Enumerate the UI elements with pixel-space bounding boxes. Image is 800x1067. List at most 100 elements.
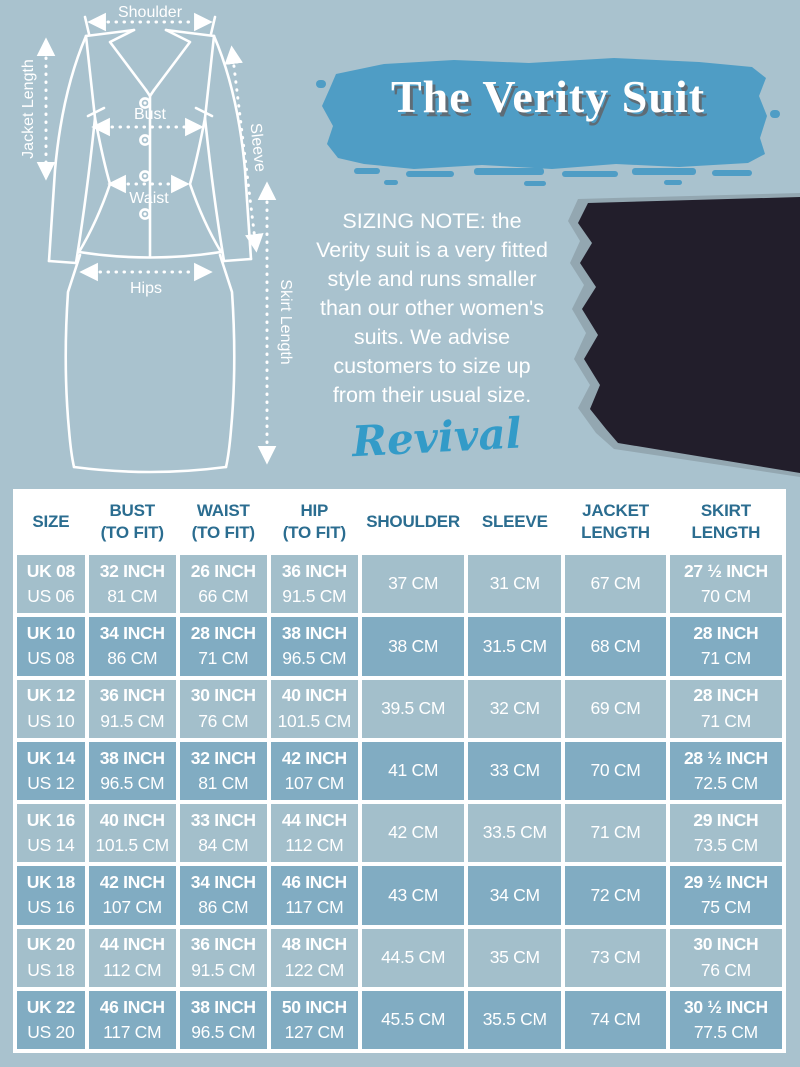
cell-skirt: 28 INCH 71 CM xyxy=(669,617,782,676)
cell-value: 43 CM xyxy=(388,884,439,905)
cell-hip: 40 INCH 101.5 CM xyxy=(270,679,358,738)
cell-value: 75 CM xyxy=(700,897,751,918)
cell-waist: 34 INCH 86 CM xyxy=(179,866,267,925)
cell-size: UK 14 US 12 xyxy=(17,741,85,800)
cell-shoulder: 38 CM xyxy=(361,617,465,676)
column-header-skirt: SKIRT LENGTH xyxy=(669,493,782,551)
cell-value: 28 ½ INCH xyxy=(683,747,768,768)
column-header-hip: HIP (TO FIT) xyxy=(270,493,358,551)
cell-value: 45.5 CM xyxy=(381,1009,446,1030)
cell-shoulder: 41 CM xyxy=(361,741,465,800)
label-skirt-length: Skirt Length xyxy=(277,279,294,364)
cell-bust: 38 INCH 96.5 CM xyxy=(88,741,176,800)
cell-value: 107 CM xyxy=(102,897,162,918)
column-header-label: SHOULDER xyxy=(366,511,460,531)
measurement-arrows xyxy=(36,12,277,465)
column-header-label: HIP xyxy=(300,500,329,520)
column-header-jacket: JACKET LENGTH xyxy=(565,493,666,551)
cell-value: 28 INCH xyxy=(693,685,759,706)
sizing-note-line: from their usual size. xyxy=(332,383,532,407)
cell-value: 46 INCH xyxy=(99,996,165,1017)
label-sleeve: Sleeve xyxy=(246,122,268,173)
cell-jacket: 74 CM xyxy=(565,990,666,1049)
cell-value: UK 22 xyxy=(26,996,75,1017)
column-header-label: SKIRT xyxy=(700,500,751,520)
cell-value: 96.5 CM xyxy=(282,648,347,669)
cell-value: 81 CM xyxy=(107,586,158,607)
column-header-label: (TO FIT) xyxy=(100,523,164,542)
column-header-label: (TO FIT) xyxy=(191,523,255,542)
brush-stroke xyxy=(316,58,780,186)
cell-value: 86 CM xyxy=(107,648,158,669)
cell-skirt: 28 ½ INCH 72.5 CM xyxy=(669,741,782,800)
cell-value: 40 INCH xyxy=(281,685,347,706)
cell-value: 36 INCH xyxy=(190,934,256,955)
cell-hip: 38 INCH 96.5 CM xyxy=(270,617,358,676)
cell-shoulder: 44.5 CM xyxy=(361,928,465,987)
cell-value: 44 INCH xyxy=(281,809,347,830)
title-banner: The Verity Suit xyxy=(314,50,782,192)
cell-value: 33.5 CM xyxy=(482,822,547,843)
cell-shoulder: 45.5 CM xyxy=(361,990,465,1049)
cell-value: US 06 xyxy=(27,586,75,607)
cell-value: UK 14 xyxy=(26,747,75,768)
cell-value: 38 INCH xyxy=(190,996,256,1017)
cell-value: 38 INCH xyxy=(99,747,165,768)
cell-size: UK 16 US 14 xyxy=(17,804,85,863)
cell-hip: 50 INCH 127 CM xyxy=(270,990,358,1049)
cell-value: 32 INCH xyxy=(99,560,165,581)
cell-jacket: 68 CM xyxy=(565,617,666,676)
column-header-label: LENGTH xyxy=(691,523,761,542)
cell-value: 30 INCH xyxy=(693,934,759,955)
cell-bust: 42 INCH 107 CM xyxy=(88,866,176,925)
cell-value: 68 CM xyxy=(590,635,641,656)
cell-bust: 32 INCH 81 CM xyxy=(88,555,176,614)
column-header-label: LENGTH xyxy=(581,523,650,542)
cell-value: 91.5 CM xyxy=(100,710,165,731)
cell-shoulder: 39.5 CM xyxy=(361,679,465,738)
cell-value: 73 CM xyxy=(590,946,641,967)
cell-value: 34 CM xyxy=(489,884,540,905)
cell-value: 67 CM xyxy=(590,573,641,594)
cell-value: 84 CM xyxy=(198,835,249,856)
cell-value: 40 INCH xyxy=(99,809,165,830)
cell-value: 48 INCH xyxy=(281,934,347,955)
cell-value: 35.5 CM xyxy=(482,1009,547,1030)
page-title: The Verity Suit xyxy=(390,71,706,122)
cell-sleeve: 34 CM xyxy=(468,866,562,925)
cell-jacket: 71 CM xyxy=(565,804,666,863)
cell-bust: 36 INCH 91.5 CM xyxy=(88,679,176,738)
cell-value: 107 CM xyxy=(284,772,345,793)
cell-waist: 26 INCH 66 CM xyxy=(179,555,267,614)
column-header-size: SIZE xyxy=(17,493,85,551)
cell-skirt: 28 INCH 71 CM xyxy=(669,679,782,738)
cell-value: 77.5 CM xyxy=(693,1021,758,1042)
cell-value: 91.5 CM xyxy=(191,959,256,980)
cell-value: 69 CM xyxy=(590,697,641,718)
cell-jacket: 69 CM xyxy=(565,679,666,738)
cell-value: 33 INCH xyxy=(190,809,256,830)
cell-skirt: 29 INCH 73.5 CM xyxy=(669,804,782,863)
cell-value: 73.5 CM xyxy=(693,835,758,856)
cell-jacket: 72 CM xyxy=(565,866,666,925)
cell-value: US 12 xyxy=(27,772,75,793)
cell-value: UK 10 xyxy=(26,623,75,643)
cell-value: 72.5 CM xyxy=(693,772,758,793)
sizing-note-line: than our other women's xyxy=(319,296,544,320)
cell-value: 76 CM xyxy=(198,710,249,731)
cell-waist: 28 INCH 71 CM xyxy=(179,617,267,676)
cell-value: 112 CM xyxy=(103,959,162,980)
sizing-note-line: customers to size up xyxy=(333,354,531,378)
cell-sleeve: 35.5 CM xyxy=(468,990,562,1049)
cell-value: US 18 xyxy=(27,959,75,980)
column-header-sleeve: SLEEVE xyxy=(468,493,562,551)
cell-value: 30 INCH xyxy=(190,685,256,706)
cell-value: 29 ½ INCH xyxy=(683,872,768,892)
cell-value: 36 INCH xyxy=(281,560,347,581)
cell-bust: 40 INCH 101.5 CM xyxy=(88,804,176,863)
column-header-shoulder: SHOULDER xyxy=(361,493,465,551)
cell-value: 70 CM xyxy=(700,586,751,607)
column-header-label: SLEEVE xyxy=(481,511,548,531)
cell-skirt: 30 INCH 76 CM xyxy=(669,928,782,987)
cell-waist: 38 INCH 96.5 CM xyxy=(179,990,267,1049)
